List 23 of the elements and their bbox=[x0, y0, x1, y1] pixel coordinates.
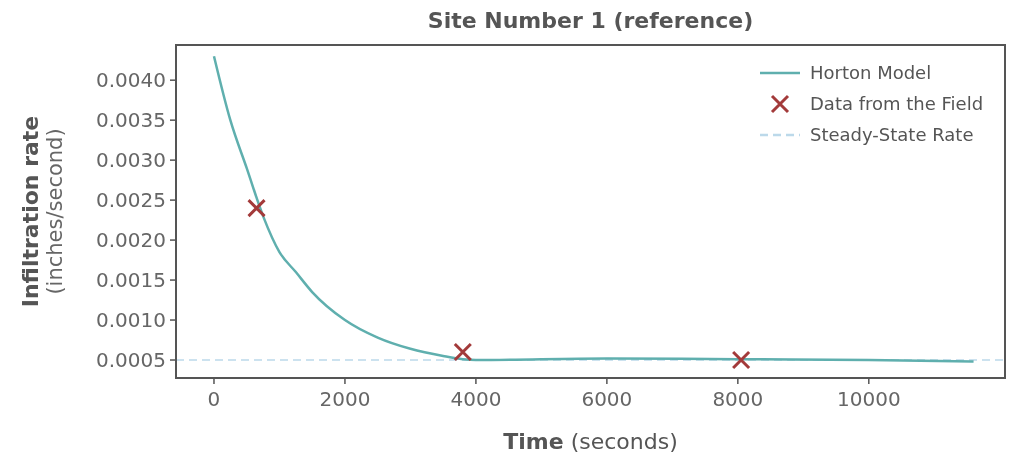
y-axis-title: Infiltration rate (inches/second) bbox=[18, 115, 67, 308]
legend-label: Horton Model bbox=[810, 62, 932, 84]
y-tick-label: 0.0005 bbox=[96, 348, 166, 373]
point bbox=[453, 342, 473, 362]
y-tick-label: 0.0010 bbox=[96, 308, 166, 333]
x-tick-label: 10000 bbox=[836, 387, 901, 411]
x-axis-title: Time (seconds) bbox=[503, 429, 678, 454]
point bbox=[731, 350, 751, 370]
point bbox=[247, 198, 267, 218]
y-tick-label: 0.0040 bbox=[96, 68, 166, 93]
x-tick-label: 2000 bbox=[319, 387, 371, 411]
y-tick-label: 0.0035 bbox=[96, 108, 166, 133]
legend-label: Data from the Field bbox=[810, 93, 984, 115]
y-tick-label: 0.0025 bbox=[96, 188, 166, 213]
y-tick-label: 0.0030 bbox=[96, 148, 166, 173]
x-tick-label: 6000 bbox=[581, 387, 633, 411]
legend-label: Steady-State Rate bbox=[810, 124, 974, 146]
chart-title: Site Number 1 (reference) bbox=[427, 8, 754, 33]
x-tick-label: 4000 bbox=[450, 387, 502, 411]
x-tick-label: 8000 bbox=[712, 387, 764, 411]
y-tick-label: 0.0015 bbox=[96, 268, 166, 293]
x-tick-label: 0 bbox=[207, 387, 221, 411]
y-tick-label: 0.0020 bbox=[96, 228, 166, 253]
